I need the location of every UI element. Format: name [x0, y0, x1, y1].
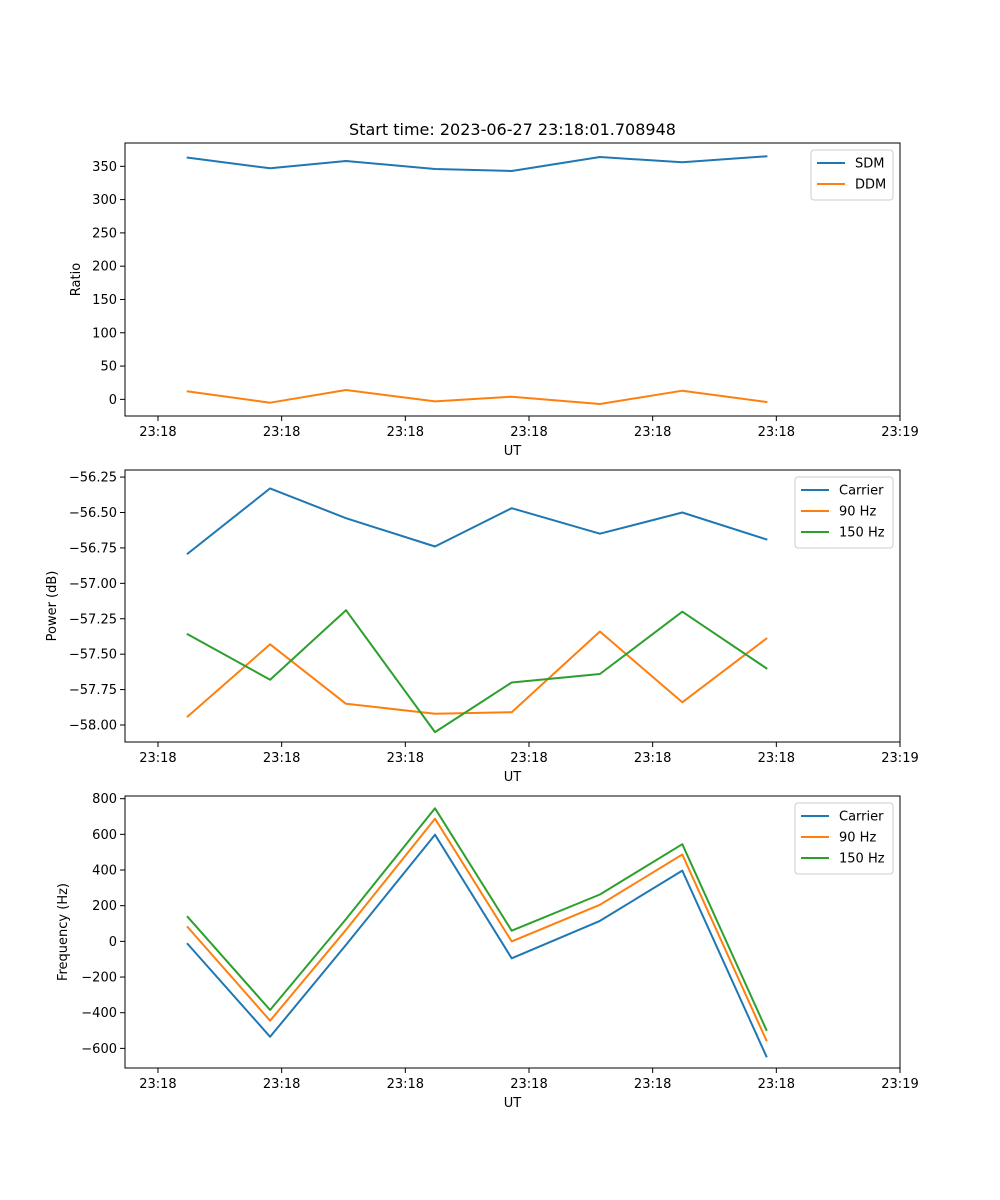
- y-tick-label: −56.25: [69, 471, 117, 486]
- chart-panel-2: 23:18 23:18 23:18 23:18 23:18 23:18 23:19 −58.0…: [45, 469, 919, 785]
- x-tick-label: 23:18: [510, 1077, 547, 1092]
- y-tick-label: 0: [109, 935, 117, 950]
- series-line-carrier: [186, 487, 768, 556]
- y-tick-label: −57.00: [69, 577, 117, 592]
- y-tick-label: 800: [92, 792, 117, 807]
- y-tick-label: −56.75: [69, 541, 117, 556]
- legend: SDM DDM: [810, 149, 894, 201]
- y-tick-label: −57.25: [69, 612, 117, 627]
- legend-label: Carrier: [839, 810, 884, 825]
- y-tick-label: 350: [92, 160, 117, 175]
- x-tick-label: 23:18: [758, 751, 795, 766]
- legend-label: Carrier: [839, 484, 884, 499]
- chart-panel-3: 23:18 23:18 23:18 23:18 23:18 23:18 23:19 −600 −…: [56, 792, 919, 1111]
- y-tick-label: −57.75: [69, 683, 117, 698]
- x-tick-label: 23:19: [881, 751, 918, 766]
- x-tick-label: 23:18: [387, 425, 424, 440]
- legend-box: [794, 802, 894, 875]
- x-tick-label: 23:18: [510, 425, 547, 440]
- y-tick-label: 250: [92, 226, 117, 241]
- plot-area-frame: [124, 469, 901, 743]
- y-tick-label: 400: [92, 864, 117, 879]
- x-tick-label: 23:18: [139, 751, 176, 766]
- y-tick-label: −57.50: [69, 648, 117, 663]
- y-tick-label: 100: [92, 326, 117, 341]
- legend-label: 150 Hz: [839, 526, 885, 541]
- y-tick-label: 300: [92, 193, 117, 208]
- y-axis-label: Power (dB): [45, 571, 60, 642]
- x-tick-label: 23:18: [139, 1077, 176, 1092]
- y-tick-label: −56.50: [69, 506, 117, 521]
- y-axis-label: Frequency (Hz): [56, 883, 71, 981]
- series-line-carrier: [186, 833, 768, 1058]
- series-line-150-hz: [186, 609, 768, 734]
- series-line-sdm: [186, 155, 768, 172]
- legend-label: SDM: [855, 157, 884, 172]
- y-tick-label: 150: [92, 293, 117, 308]
- x-tick-label: 23:18: [634, 425, 671, 440]
- x-tick-label: 23:18: [758, 1077, 795, 1092]
- x-tick-label: 23:18: [263, 751, 300, 766]
- charts-container: 23:18 23:18 23:18 23:18 23:18 23:18 23:19 0 50 10…: [45, 120, 919, 1111]
- legend: Carrier 90 Hz 150 Hz: [794, 476, 894, 549]
- y-tick-label: −200: [81, 971, 117, 986]
- x-tick-label: 23:18: [263, 425, 300, 440]
- x-tick-label: 23:18: [758, 425, 795, 440]
- series-line-150-hz: [186, 807, 768, 1032]
- x-tick-label: 23:19: [881, 425, 918, 440]
- x-tick-label: 23:18: [387, 751, 424, 766]
- x-tick-label: 23:18: [139, 425, 176, 440]
- chart-panel-1: 23:18 23:18 23:18 23:18 23:18 23:18 23:19 0 50 10…: [69, 120, 919, 459]
- series-line-90-hz: [186, 630, 768, 718]
- y-tick-label: −600: [81, 1042, 117, 1057]
- x-tick-label: 23:18: [263, 1077, 300, 1092]
- x-tick-label: 23:18: [634, 1077, 671, 1092]
- y-tick-label: −400: [81, 1006, 117, 1021]
- plot-area-frame: [124, 142, 901, 417]
- legend: Carrier 90 Hz 150 Hz: [794, 802, 894, 875]
- y-axis-label: Ratio: [69, 263, 84, 296]
- y-tick-label: 600: [92, 828, 117, 843]
- y-tick-label: 200: [92, 260, 117, 275]
- x-tick-label: 23:18: [634, 751, 671, 766]
- series-line-90-hz: [186, 817, 768, 1042]
- x-axis-label: UT: [504, 770, 522, 785]
- x-tick-label: 23:18: [510, 751, 547, 766]
- legend-label: 90 Hz: [839, 831, 876, 846]
- series-line-ddm: [186, 389, 768, 405]
- x-axis-label: UT: [504, 444, 522, 459]
- y-tick-label: 0: [109, 393, 117, 408]
- legend-label: 150 Hz: [839, 852, 885, 867]
- x-tick-label: 23:19: [881, 1077, 918, 1092]
- legend-label: 90 Hz: [839, 505, 876, 520]
- y-tick-label: 50: [100, 360, 117, 375]
- legend-box: [794, 476, 894, 549]
- plot-area-frame: [124, 795, 901, 1069]
- x-axis-label: UT: [504, 1096, 522, 1111]
- x-tick-label: 23:18: [387, 1077, 424, 1092]
- y-tick-label: −58.00: [69, 719, 117, 734]
- chart-title: Start time: 2023-06-27 23:18:01.708948: [349, 120, 676, 139]
- y-tick-label: 200: [92, 899, 117, 914]
- legend-label: DDM: [855, 178, 886, 193]
